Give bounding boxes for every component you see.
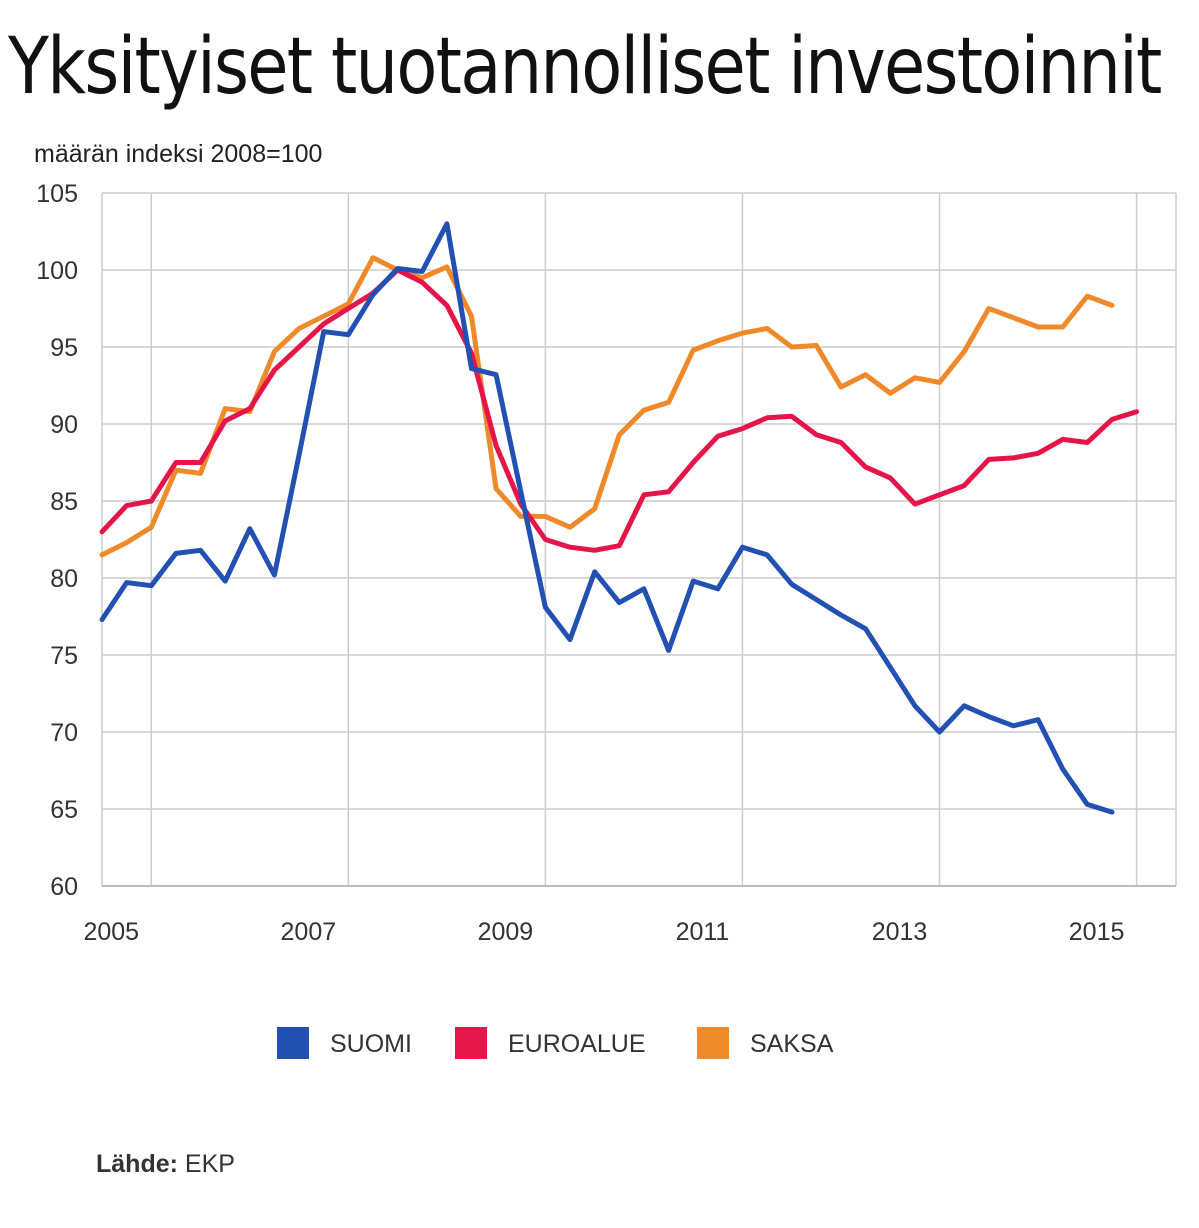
x-tick-label: 2015 xyxy=(1069,918,1125,946)
legend-item-suomi: SUOMI xyxy=(277,1027,412,1059)
y-tick-label: 60 xyxy=(50,873,78,901)
y-tick-label: 95 xyxy=(50,334,78,362)
y-tick-label: 80 xyxy=(50,565,78,593)
series-line-euroalue xyxy=(99,267,1140,553)
x-tick-label: 2007 xyxy=(281,918,337,946)
series-line-saksa xyxy=(99,255,1115,558)
y-tick-label: 105 xyxy=(36,180,78,208)
legend-item-euroalue: EUROALUE xyxy=(455,1027,646,1059)
y-axis: 60 65 70 75 80 85 90 95 100 105 xyxy=(36,180,78,901)
legend-label: EUROALUE xyxy=(508,1030,646,1058)
legend-swatch xyxy=(697,1027,729,1059)
legend: SUOMI EUROALUE SAKSA xyxy=(277,1027,834,1059)
y-tick-label: 70 xyxy=(50,719,78,747)
y-tick-label: 100 xyxy=(36,257,78,285)
y-tick-label: 75 xyxy=(50,642,78,670)
x-tick-label: 2005 xyxy=(83,918,139,946)
source-note: Lähde: EKP xyxy=(96,1150,235,1179)
series-lines xyxy=(99,221,1140,815)
x-tick-label: 2013 xyxy=(872,918,928,946)
chart-title: Yksityiset tuotannolliset investoinnit xyxy=(8,22,1162,112)
series-line-suomi xyxy=(99,221,1115,815)
x-axis: 2005 2007 2009 2011 2013 2015 xyxy=(83,918,1124,946)
legend-label: SAKSA xyxy=(750,1030,834,1058)
legend-swatch xyxy=(277,1027,309,1059)
y-tick-label: 85 xyxy=(50,488,78,516)
legend-swatch xyxy=(455,1027,487,1059)
source-value: EKP xyxy=(184,1150,235,1178)
y-tick-label: 65 xyxy=(50,796,78,824)
chart-subtitle: määrän indeksi 2008=100 xyxy=(34,140,323,168)
y-tick-label: 90 xyxy=(50,411,78,439)
x-tick-label: 2009 xyxy=(478,918,534,946)
legend-item-saksa: SAKSA xyxy=(697,1027,834,1059)
source-label: Lähde: xyxy=(96,1150,178,1178)
x-tick-label: 2011 xyxy=(676,918,730,946)
legend-label: SUOMI xyxy=(330,1030,412,1058)
grid xyxy=(101,192,1177,887)
